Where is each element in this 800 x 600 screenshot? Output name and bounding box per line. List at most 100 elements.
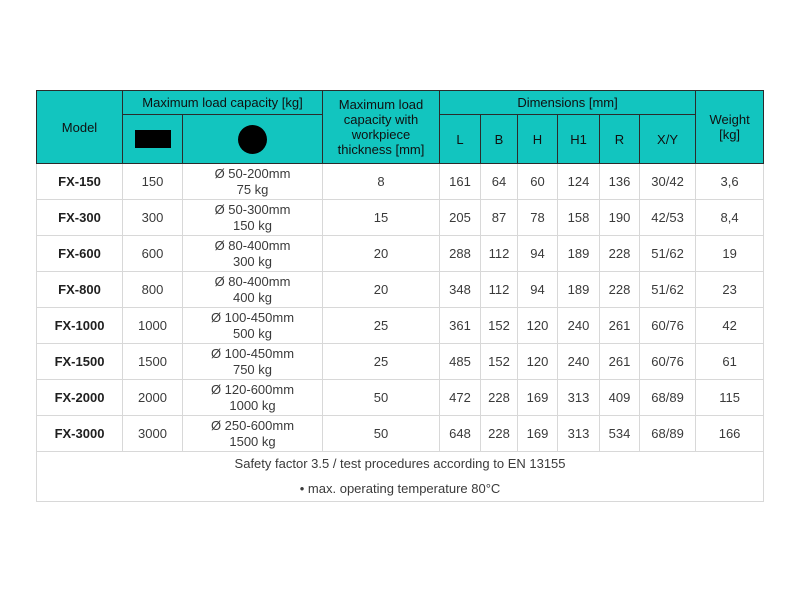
table-row: FX-150 150 Ø 50-200mm 75 kg 8 161 64 60 …: [36, 163, 765, 200]
header-dim-b: B: [480, 114, 518, 164]
table-row: FX-300 300 Ø 50-300mm 150 kg 15 205 87 7…: [36, 199, 765, 236]
cell-dim-h1: 189: [557, 235, 600, 272]
cell-workpiece-capacity: 50: [322, 379, 440, 416]
header-model: Model: [36, 90, 123, 164]
table-row: FX-600 600 Ø 80-400mm 300 kg 20 288 112 …: [36, 235, 765, 272]
cell-round-capacity: Ø 50-200mm 75 kg: [182, 163, 323, 200]
cell-model: FX-1000: [36, 307, 123, 344]
cell-dim-b: 228: [480, 415, 518, 452]
round-capacity-value: 750 kg: [232, 361, 273, 377]
cell-flat-capacity: 1000: [122, 307, 183, 344]
round-capacity-value: 1500 kg: [229, 433, 276, 449]
round-diameter-range: Ø 80-400mm: [214, 273, 291, 289]
cell-dim-h1: 313: [557, 379, 600, 416]
round-capacity-value: 75 kg: [236, 181, 269, 197]
cell-dim-h: 78: [517, 199, 558, 236]
round-capacity-value: 150 kg: [232, 217, 273, 233]
cell-dim-h: 169: [517, 415, 558, 452]
cell-flat-capacity: 600: [122, 235, 183, 272]
cell-workpiece-capacity: 20: [322, 271, 440, 308]
cell-dim-h: 60: [517, 163, 558, 200]
cell-workpiece-capacity: 50: [322, 415, 440, 452]
cell-round-capacity: Ø 120-600mm 1000 kg: [182, 379, 323, 416]
round-diameter-range: Ø 100-450mm: [210, 309, 295, 325]
cell-flat-capacity: 300: [122, 199, 183, 236]
cell-flat-capacity: 150: [122, 163, 183, 200]
header-dim-r: R: [599, 114, 640, 164]
cell-dim-h: 169: [517, 379, 558, 416]
round-diameter-range: Ø 250-600mm: [210, 417, 295, 433]
cell-dim-b: 228: [480, 379, 518, 416]
round-capacity-value: 300 kg: [232, 253, 273, 269]
cell-dim-r: 409: [599, 379, 640, 416]
footnote-safety-factor: Safety factor 3.5 / test procedures acco…: [234, 456, 566, 471]
cell-round-capacity: Ø 100-450mm 500 kg: [182, 307, 323, 344]
cell-dim-b: 112: [480, 271, 518, 308]
cell-model: FX-300: [36, 199, 123, 236]
header-round-material: [182, 114, 323, 164]
cell-dim-b: 152: [480, 307, 518, 344]
cell-round-capacity: Ø 100-450mm 750 kg: [182, 343, 323, 380]
cell-weight: 23: [695, 271, 765, 308]
cell-dim-h1: 189: [557, 271, 600, 308]
cell-dim-l: 472: [439, 379, 481, 416]
cell-weight: 42: [695, 307, 765, 344]
cell-dim-r: 261: [599, 343, 640, 380]
round-capacity-value: 400 kg: [232, 289, 273, 305]
cell-dim-r: 228: [599, 271, 640, 308]
cell-workpiece-capacity: 15: [322, 199, 440, 236]
cell-workpiece-capacity: 8: [322, 163, 440, 200]
round-diameter-range: Ø 50-200mm: [214, 165, 291, 181]
cell-dim-xy: 60/76: [638, 343, 697, 380]
table-row: FX-800 800 Ø 80-400mm 400 kg 20 348 112 …: [36, 271, 765, 308]
cell-dim-h1: 240: [557, 343, 600, 380]
header-dim-h: H: [517, 114, 558, 164]
cell-dim-r: 534: [599, 415, 640, 452]
cell-dim-l: 485: [439, 343, 481, 380]
cell-dim-xy: 30/42: [638, 163, 697, 200]
product-spec-table: Model Maximum load capacity [kg] Maximum…: [35, 90, 765, 502]
cell-workpiece-capacity: 20: [322, 235, 440, 272]
cell-weight: 19: [695, 235, 765, 272]
header-max-load-group: Maximum load capacity [kg]: [122, 90, 323, 115]
footnote-max-temperature: • max. operating temperature 80°C: [299, 481, 501, 496]
cell-dim-xy: 42/53: [638, 199, 697, 236]
cell-round-capacity: Ø 50-300mm 150 kg: [182, 199, 323, 236]
round-capacity-value: 500 kg: [232, 325, 273, 341]
cell-flat-capacity: 3000: [122, 415, 183, 452]
cell-dim-xy: 51/62: [638, 235, 697, 272]
cell-dim-l: 361: [439, 307, 481, 344]
cell-dim-xy: 51/62: [638, 271, 697, 308]
cell-model: FX-150: [36, 163, 123, 200]
cell-flat-capacity: 800: [122, 271, 183, 308]
table-row: FX-3000 3000 Ø 250-600mm 1500 kg 50 648 …: [36, 415, 765, 452]
cell-workpiece-capacity: 25: [322, 343, 440, 380]
cell-dim-r: 228: [599, 235, 640, 272]
cell-weight: 3,6: [695, 163, 765, 200]
cell-dim-l: 348: [439, 271, 481, 308]
cell-dim-l: 205: [439, 199, 481, 236]
cell-dim-r: 136: [599, 163, 640, 200]
cell-workpiece-capacity: 25: [322, 307, 440, 344]
cell-weight: 166: [695, 415, 765, 452]
round-diameter-range: Ø 50-300mm: [214, 201, 291, 217]
round-diameter-range: Ø 120-600mm: [210, 381, 295, 397]
cell-model: FX-1500: [36, 343, 123, 380]
cell-flat-capacity: 2000: [122, 379, 183, 416]
header-weight: Weight [kg]: [695, 90, 765, 164]
table-row: FX-2000 2000 Ø 120-600mm 1000 kg 50 472 …: [36, 379, 765, 416]
cell-dim-h: 94: [517, 235, 558, 272]
circle-icon: [238, 124, 267, 154]
cell-dim-b: 152: [480, 343, 518, 380]
cell-round-capacity: Ø 250-600mm 1500 kg: [182, 415, 323, 452]
header-dimensions-group: Dimensions [mm]: [438, 90, 697, 115]
cell-dim-h: 120: [517, 343, 558, 380]
cell-model: FX-600: [36, 235, 123, 272]
cell-model: FX-2000: [36, 379, 123, 416]
cell-dim-r: 190: [599, 199, 640, 236]
table-row: FX-1000 1000 Ø 100-450mm 500 kg 25 361 1…: [36, 307, 765, 344]
cell-dim-h: 94: [517, 271, 558, 308]
round-diameter-range: Ø 100-450mm: [210, 345, 295, 361]
cell-weight: 115: [695, 379, 765, 416]
cell-weight: 61: [695, 343, 765, 380]
